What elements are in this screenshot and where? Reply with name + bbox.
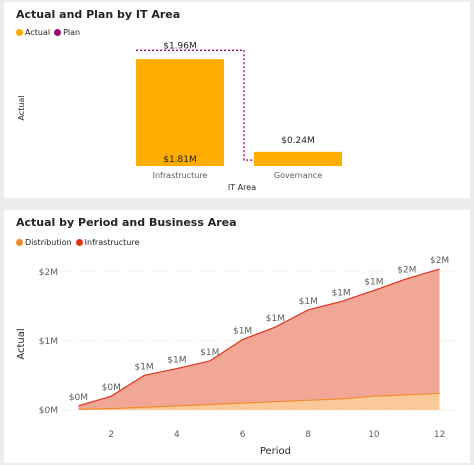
data-label-plan: $1.96M xyxy=(163,41,197,51)
data-label: $2M xyxy=(430,256,449,266)
bar-actual-1 xyxy=(254,151,342,166)
legend-item-infrastructure[interactable]: Infrastructure xyxy=(75,238,140,247)
legend-marker-distribution xyxy=(16,239,23,246)
legend-label-plan: Plan xyxy=(63,28,81,37)
data-label-actual: $0.24M xyxy=(281,136,315,146)
bar-actual-0 xyxy=(136,59,224,166)
y-tick-label: $2M xyxy=(39,268,58,278)
data-label: $0M xyxy=(102,383,121,393)
data-label: $1M xyxy=(299,297,318,307)
x-tick-label: 4 xyxy=(174,430,180,440)
x-tick-label: 10 xyxy=(368,430,380,440)
area-infrastructure xyxy=(78,269,440,410)
y-axis-title: Actual xyxy=(16,328,27,359)
area-chart-plot: $0M $1M $2M Actual 2 4 6 8 10 12 Period $0M $0M $1M $1… xyxy=(16,256,456,457)
legend-label-actual: Actual xyxy=(25,28,51,37)
legend-marker-infrastructure xyxy=(75,239,83,246)
legend-item-plan[interactable]: Plan xyxy=(54,28,80,37)
legend-marker-actual xyxy=(16,29,23,36)
legend-marker-plan xyxy=(54,29,62,36)
data-label: $1M xyxy=(200,348,219,358)
chart-title: Actual by Period and Business Area xyxy=(16,216,237,229)
x-axis-title: IT Area xyxy=(228,183,256,192)
x-axis-title: Period xyxy=(260,446,291,457)
x-tick-label: Governance xyxy=(274,171,322,180)
data-label: $1M xyxy=(167,356,186,366)
y-tick-label: $0M xyxy=(39,406,58,416)
x-tick-label: 6 xyxy=(240,430,246,440)
x-tick-label: 8 xyxy=(305,430,311,440)
data-label: $0M xyxy=(69,393,88,403)
legend: Actual Plan xyxy=(16,28,84,37)
x-tick-label: 2 xyxy=(108,430,114,440)
data-label: $2M xyxy=(397,266,416,276)
data-label: $1M xyxy=(266,314,285,324)
line-distribution xyxy=(78,392,440,410)
chart-title: Actual and Plan by IT Area xyxy=(16,8,181,21)
x-tick-label: Infrastructure xyxy=(153,171,208,180)
data-label: $1M xyxy=(134,362,153,372)
plan-line xyxy=(136,49,342,161)
area-distribution xyxy=(78,393,440,410)
line-infrastructure xyxy=(78,268,440,407)
x-tick-label: 12 xyxy=(434,430,445,440)
data-label: $1M xyxy=(233,327,252,337)
y-tick-label: $1M xyxy=(39,337,58,347)
legend-item-distribution[interactable]: Distribution xyxy=(16,238,72,247)
legend-item-actual[interactable]: Actual xyxy=(16,28,50,37)
data-label-actual: $1.81M xyxy=(163,155,197,165)
legend-label-distribution: Distribution xyxy=(25,238,72,247)
actual-by-period-area-visual[interactable]: Actual by Period and Business Area Distr… xyxy=(4,210,470,463)
bar-chart-plot: Actual Infrastructure Governance $1.96M $1.8… xyxy=(17,41,342,192)
legend: Distribution Infrastructure xyxy=(16,238,143,247)
data-label: $1M xyxy=(364,277,383,287)
y-axis-title: Actual xyxy=(17,95,26,120)
legend-label-infrastructure: Infrastructure xyxy=(84,238,140,247)
actual-plan-bar-visual[interactable]: Actual and Plan by IT Area Actual Plan A… xyxy=(4,2,470,198)
data-label: $1M xyxy=(331,289,350,299)
